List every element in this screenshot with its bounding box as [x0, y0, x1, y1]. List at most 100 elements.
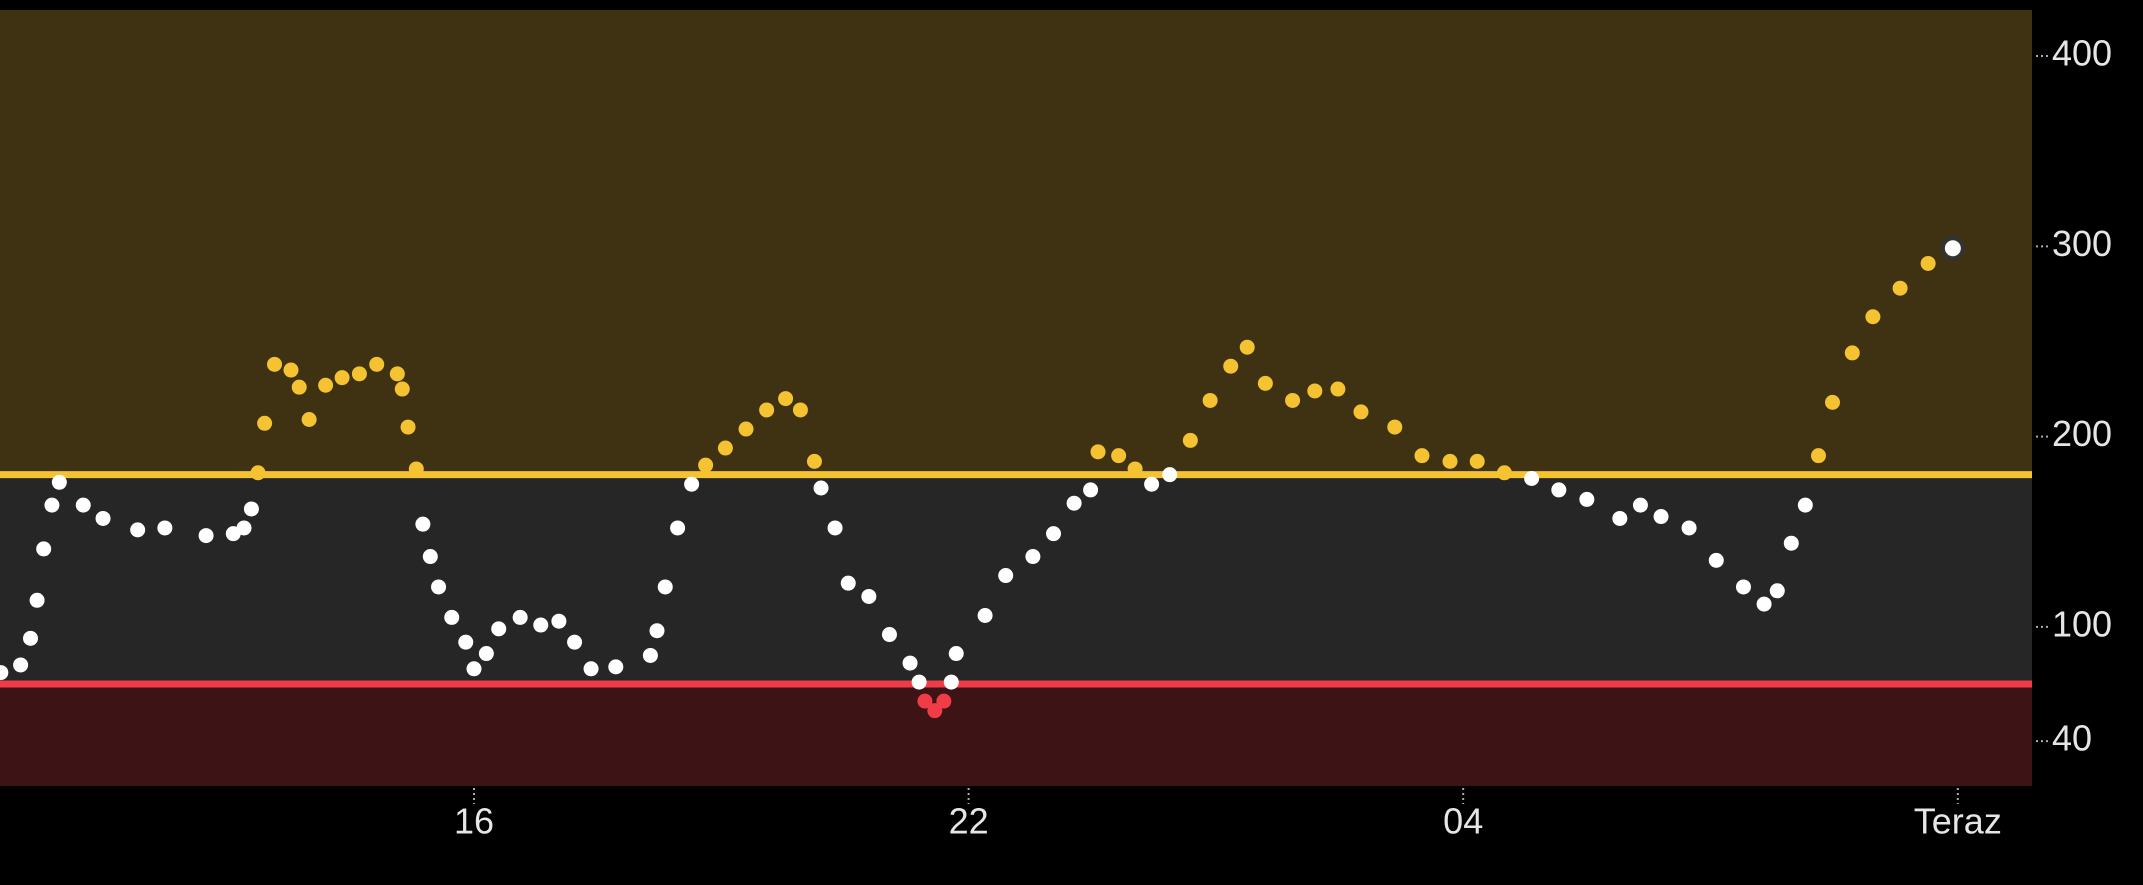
reading-dot — [881, 627, 897, 643]
reading-dot — [95, 510, 111, 526]
reading-dot — [13, 657, 29, 673]
reading-dot — [998, 568, 1014, 584]
reading-dot — [400, 419, 416, 435]
reading-dot — [948, 646, 964, 662]
reading-dot — [1632, 497, 1648, 513]
reading-dot — [1257, 375, 1273, 391]
reading-dot — [431, 579, 447, 595]
reading-dot — [1111, 448, 1127, 464]
reading-dot — [351, 366, 367, 382]
reading-dot — [977, 608, 993, 624]
reading-dot — [684, 476, 700, 492]
reading-dot — [551, 613, 567, 629]
reading-dot — [130, 522, 146, 538]
reading-dot — [1524, 470, 1540, 486]
y-tick-label: 400 — [2052, 33, 2112, 74]
reading-dot — [236, 520, 252, 536]
low-zone — [0, 684, 2032, 786]
x-tick-label: 16 — [454, 801, 494, 842]
reading-dot — [1653, 509, 1669, 525]
reading-dot — [1046, 526, 1062, 542]
reading-dot — [1735, 579, 1751, 595]
reading-dot — [291, 379, 307, 395]
reading-dot — [583, 661, 599, 677]
reading-dot — [283, 362, 299, 378]
reading-dot — [698, 457, 714, 473]
reading-dot — [567, 634, 583, 650]
reading-dot — [478, 646, 494, 662]
reading-dot — [491, 621, 507, 637]
reading-dot — [1920, 255, 1936, 271]
reading-dot — [649, 623, 665, 639]
reading-dot — [1579, 491, 1595, 507]
reading-dot — [422, 549, 438, 565]
reading-dot — [738, 421, 754, 437]
reading-dot — [1387, 419, 1403, 435]
y-tick-label: 40 — [2052, 718, 2092, 759]
reading-dot — [1025, 549, 1041, 565]
reading-dot — [911, 674, 927, 690]
reading-dot — [29, 592, 45, 608]
reading-dot — [1469, 453, 1485, 469]
reading-dot — [369, 356, 385, 372]
reading-dot — [840, 575, 856, 591]
reading-dot — [1797, 497, 1813, 513]
reading-dot — [717, 440, 733, 456]
reading-dot — [466, 661, 482, 677]
reading-dot — [408, 461, 424, 477]
reading-dot — [1162, 467, 1178, 483]
reading-dot — [1612, 510, 1628, 526]
reading-dot — [1756, 596, 1772, 612]
reading-dot — [75, 497, 91, 513]
reading-dot — [533, 617, 549, 633]
reading-dot — [36, 541, 52, 557]
reading-dot — [1708, 552, 1724, 568]
reading-dot — [301, 412, 317, 428]
x-tick-label: 04 — [1443, 801, 1483, 842]
reading-dot — [1442, 453, 1458, 469]
x-tick-label: Teraz — [1914, 801, 2002, 842]
reading-dot — [444, 609, 460, 625]
reading-dot — [642, 647, 658, 663]
reading-dot — [1223, 358, 1239, 374]
reading-dot — [936, 693, 952, 709]
reading-dot — [1551, 482, 1567, 498]
reading-dot — [1865, 309, 1881, 325]
reading-dot — [157, 520, 173, 536]
reading-dot — [0, 665, 9, 681]
reading-dot — [1307, 383, 1323, 399]
reading-dot — [1144, 476, 1160, 492]
reading-dot — [759, 402, 775, 418]
reading-dot — [1769, 583, 1785, 599]
reading-dot — [670, 520, 686, 536]
reading-dot — [1182, 432, 1198, 448]
reading-dot — [943, 674, 959, 690]
reading-dot — [512, 609, 528, 625]
reading-dot — [415, 516, 431, 532]
reading-dot — [1090, 444, 1106, 460]
reading-dot — [1783, 535, 1799, 551]
reading-dot — [243, 501, 259, 517]
y-tick-label: 200 — [2052, 413, 2112, 454]
reading-dot — [902, 655, 918, 671]
reading-dot — [1353, 404, 1369, 420]
reading-dot — [1083, 482, 1099, 498]
reading-dot — [778, 391, 794, 407]
reading-dot — [394, 381, 410, 397]
current-reading — [1940, 236, 1965, 261]
reading-dot — [1202, 392, 1218, 408]
y-tick-label: 300 — [2052, 223, 2112, 264]
reading-dot — [458, 634, 474, 650]
reading-dot — [267, 356, 283, 372]
reading-dot — [198, 528, 214, 544]
reading-dot — [23, 630, 39, 646]
reading-dot — [927, 703, 943, 719]
reading-dot — [1681, 520, 1697, 536]
reading-dot — [1844, 345, 1860, 361]
reading-dot — [257, 415, 273, 431]
reading-dot — [657, 579, 673, 595]
reading-dot — [1892, 280, 1908, 296]
reading-dot — [318, 377, 334, 393]
